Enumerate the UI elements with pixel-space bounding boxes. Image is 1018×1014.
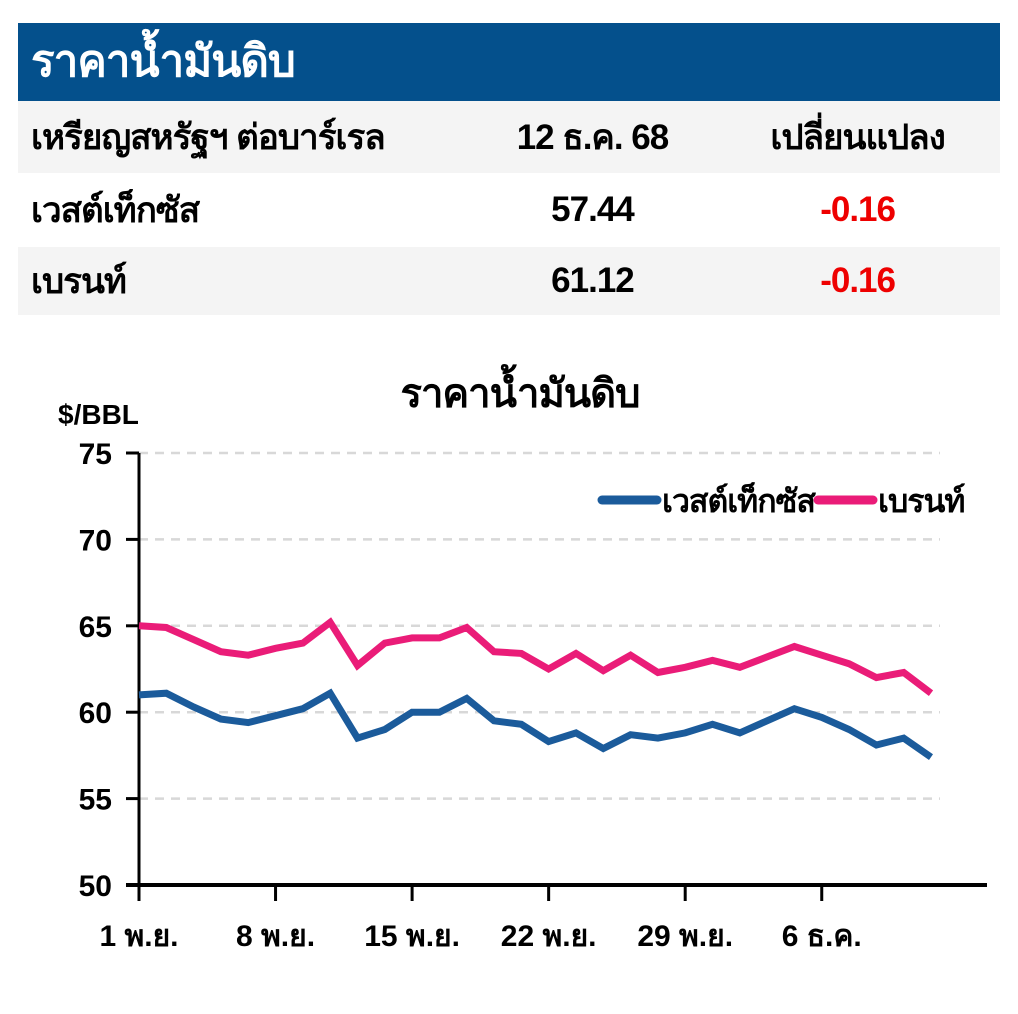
commodity-name: เบรนท์ xyxy=(31,261,127,301)
column-header-change: เปลี่ยนแปลง xyxy=(770,117,945,157)
change-value: -0.16 xyxy=(820,190,896,229)
svg-text:8 พ.ย.: 8 พ.ย. xyxy=(236,920,315,953)
svg-text:65: 65 xyxy=(79,611,112,644)
svg-text:75: 75 xyxy=(79,438,112,471)
column-header-date: 12 ธ.ค. 68 xyxy=(516,117,670,157)
table-row-wti: เวสต์เท็กซัส 57.44 -0.16 xyxy=(18,173,1000,247)
svg-text:70: 70 xyxy=(79,524,112,557)
svg-text:22 พ.ย.: 22 พ.ย. xyxy=(501,920,597,953)
svg-text:29 พ.ย.: 29 พ.ย. xyxy=(637,920,733,953)
header-bar: ราคาน้ำมันดิบ xyxy=(18,23,1000,101)
price-table: เหรียญสหรัฐฯ ต่อบาร์เรล 12 ธ.ค. 68 เปลี่… xyxy=(18,101,1000,315)
svg-text:ราคาน้ำมันดิบ: ราคาน้ำมันดิบ xyxy=(400,364,639,416)
svg-text:55: 55 xyxy=(79,784,112,817)
table-header-row: เหรียญสหรัฐฯ ต่อบาร์เรล 12 ธ.ค. 68 เปลี่… xyxy=(18,101,1000,173)
svg-text:1 พ.ย.: 1 พ.ย. xyxy=(99,920,178,953)
svg-text:15 พ.ย.: 15 พ.ย. xyxy=(364,920,460,953)
page-title: ราคาน้ำมันดิบ xyxy=(31,37,296,86)
svg-text:เวสต์เท็กซัส: เวสต์เท็กซัส xyxy=(662,481,816,519)
svg-text:เบรนท์: เบรนท์ xyxy=(878,483,965,519)
table-row-brent: เบรนท์ 61.12 -0.16 xyxy=(18,247,1000,315)
column-header-unit: เหรียญสหรัฐฯ ต่อบาร์เรล xyxy=(31,117,386,157)
price-value: 57.44 xyxy=(551,190,635,229)
svg-text:$/BBL: $/BBL xyxy=(58,399,139,430)
change-value: -0.16 xyxy=(820,261,896,300)
price-value: 61.12 xyxy=(551,261,635,300)
svg-text:50: 50 xyxy=(79,870,112,903)
svg-text:60: 60 xyxy=(79,697,112,730)
svg-text:6 ธ.ค.: 6 ธ.ค. xyxy=(782,920,862,953)
commodity-name: เวสต์เท็กซัส xyxy=(31,190,200,230)
